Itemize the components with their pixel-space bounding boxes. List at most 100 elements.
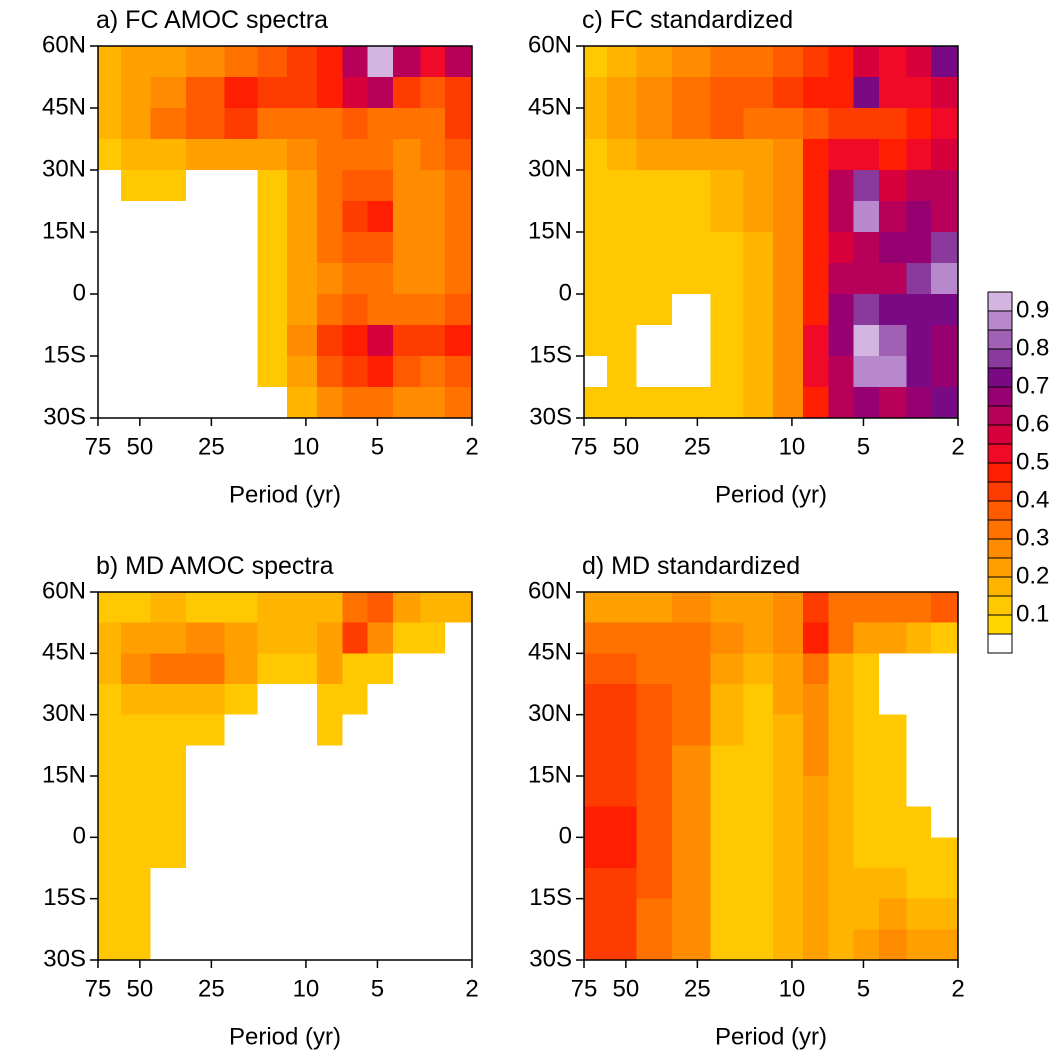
- heat-cell: [607, 745, 638, 777]
- heat-cell: [636, 263, 673, 295]
- heat-cell: [98, 263, 122, 295]
- heat-cell: [224, 776, 258, 808]
- heat-cell: [828, 745, 855, 777]
- y-tick-label: 15N: [42, 217, 86, 244]
- heat-cell: [287, 837, 318, 869]
- heat-cell: [636, 776, 673, 808]
- heat-cell: [420, 139, 446, 171]
- heat-cell: [367, 684, 394, 716]
- heat-cell: [185, 139, 226, 171]
- heat-cell: [420, 806, 446, 838]
- heat-cell: [224, 684, 258, 716]
- heat-cell: [393, 592, 421, 624]
- heat-cell: [342, 929, 369, 961]
- heat-cell: [879, 77, 907, 109]
- heat-cell: [636, 745, 673, 777]
- heat-cell: [773, 356, 804, 388]
- heat-cell: [444, 592, 473, 624]
- heat-cell: [879, 806, 907, 838]
- colorbar-label: 0.9: [1016, 296, 1049, 323]
- heat-cell: [185, 592, 226, 624]
- heat-cell: [287, 868, 318, 900]
- heat-cell: [342, 868, 369, 900]
- heat-cell: [98, 929, 122, 961]
- heat-cell: [98, 139, 122, 171]
- heat-cell: [607, 139, 638, 171]
- heat-cell: [906, 232, 932, 264]
- heat-cell: [287, 622, 318, 654]
- heat-cell: [853, 929, 880, 961]
- heat-cell: [367, 201, 394, 233]
- heat-cell: [930, 653, 959, 685]
- heat-cell: [342, 201, 369, 233]
- heat-cell: [224, 232, 258, 264]
- heat-cell: [743, 684, 774, 716]
- heat-cell: [257, 898, 288, 930]
- heat-cell: [607, 77, 638, 109]
- heat-cell: [743, 294, 774, 326]
- heat-cell: [393, 201, 421, 233]
- heat-cell: [802, 263, 830, 295]
- heat-cell: [185, 170, 226, 202]
- heat-cell: [444, 622, 473, 654]
- heat-cell: [710, 837, 744, 869]
- heat-cell: [98, 806, 122, 838]
- heat-cell: [393, 684, 421, 716]
- heat-cell: [185, 232, 226, 264]
- heat-cell: [584, 201, 608, 233]
- heat-cell: [121, 139, 152, 171]
- heat-cell: [636, 139, 673, 171]
- heat-cell: [98, 294, 122, 326]
- x-tick-label: 2: [465, 975, 478, 1002]
- heat-cell: [367, 387, 394, 419]
- heat-cell: [98, 232, 122, 264]
- heat-cell: [287, 232, 318, 264]
- heat-cell: [287, 745, 318, 777]
- heat-cell: [743, 622, 774, 654]
- heat-cell: [393, 714, 421, 746]
- heat-cell: [316, 653, 344, 685]
- heat-cell: [773, 745, 804, 777]
- heat-cell: [420, 745, 446, 777]
- heat-cell: [287, 325, 318, 357]
- heat-cell: [671, 806, 712, 838]
- heat-cell: [828, 806, 855, 838]
- heat-cell: [607, 898, 638, 930]
- heat-cell: [773, 868, 804, 900]
- x-tick-label: 50: [126, 433, 153, 460]
- heat-cell: [224, 868, 258, 900]
- heat-cell: [121, 745, 152, 777]
- y-tick-label: 15S: [43, 341, 86, 368]
- heat-cell: [906, 684, 932, 716]
- heat-cell: [743, 745, 774, 777]
- heat-cell: [584, 745, 608, 777]
- heat-cell: [444, 46, 473, 78]
- heat-cell: [671, 898, 712, 930]
- heat-cell: [743, 170, 774, 202]
- heat-cell: [773, 837, 804, 869]
- heat-cell: [802, 929, 830, 961]
- heat-cell: [773, 806, 804, 838]
- heat-cell: [930, 622, 959, 654]
- heat-cell: [828, 929, 855, 961]
- heat-cell: [342, 653, 369, 685]
- heat-cell: [906, 263, 932, 295]
- heat-cell: [853, 684, 880, 716]
- heat-cell: [671, 294, 712, 326]
- heat-cell: [773, 622, 804, 654]
- heat-cell: [185, 837, 226, 869]
- colorbar-box: [987, 481, 1013, 502]
- heat-cell: [743, 776, 774, 808]
- heat-cell: [828, 108, 855, 140]
- heat-cell: [671, 263, 712, 295]
- heat-cell: [636, 653, 673, 685]
- x-tick-label: 25: [198, 975, 225, 1002]
- heat-cell: [773, 139, 804, 171]
- heat-cell: [342, 898, 369, 930]
- heat-cell: [257, 108, 288, 140]
- panel-title: b) MD AMOC spectra: [96, 552, 334, 580]
- heat-cell: [671, 837, 712, 869]
- heat-cell: [671, 77, 712, 109]
- heat-cell: [150, 745, 187, 777]
- heat-cell: [802, 325, 830, 357]
